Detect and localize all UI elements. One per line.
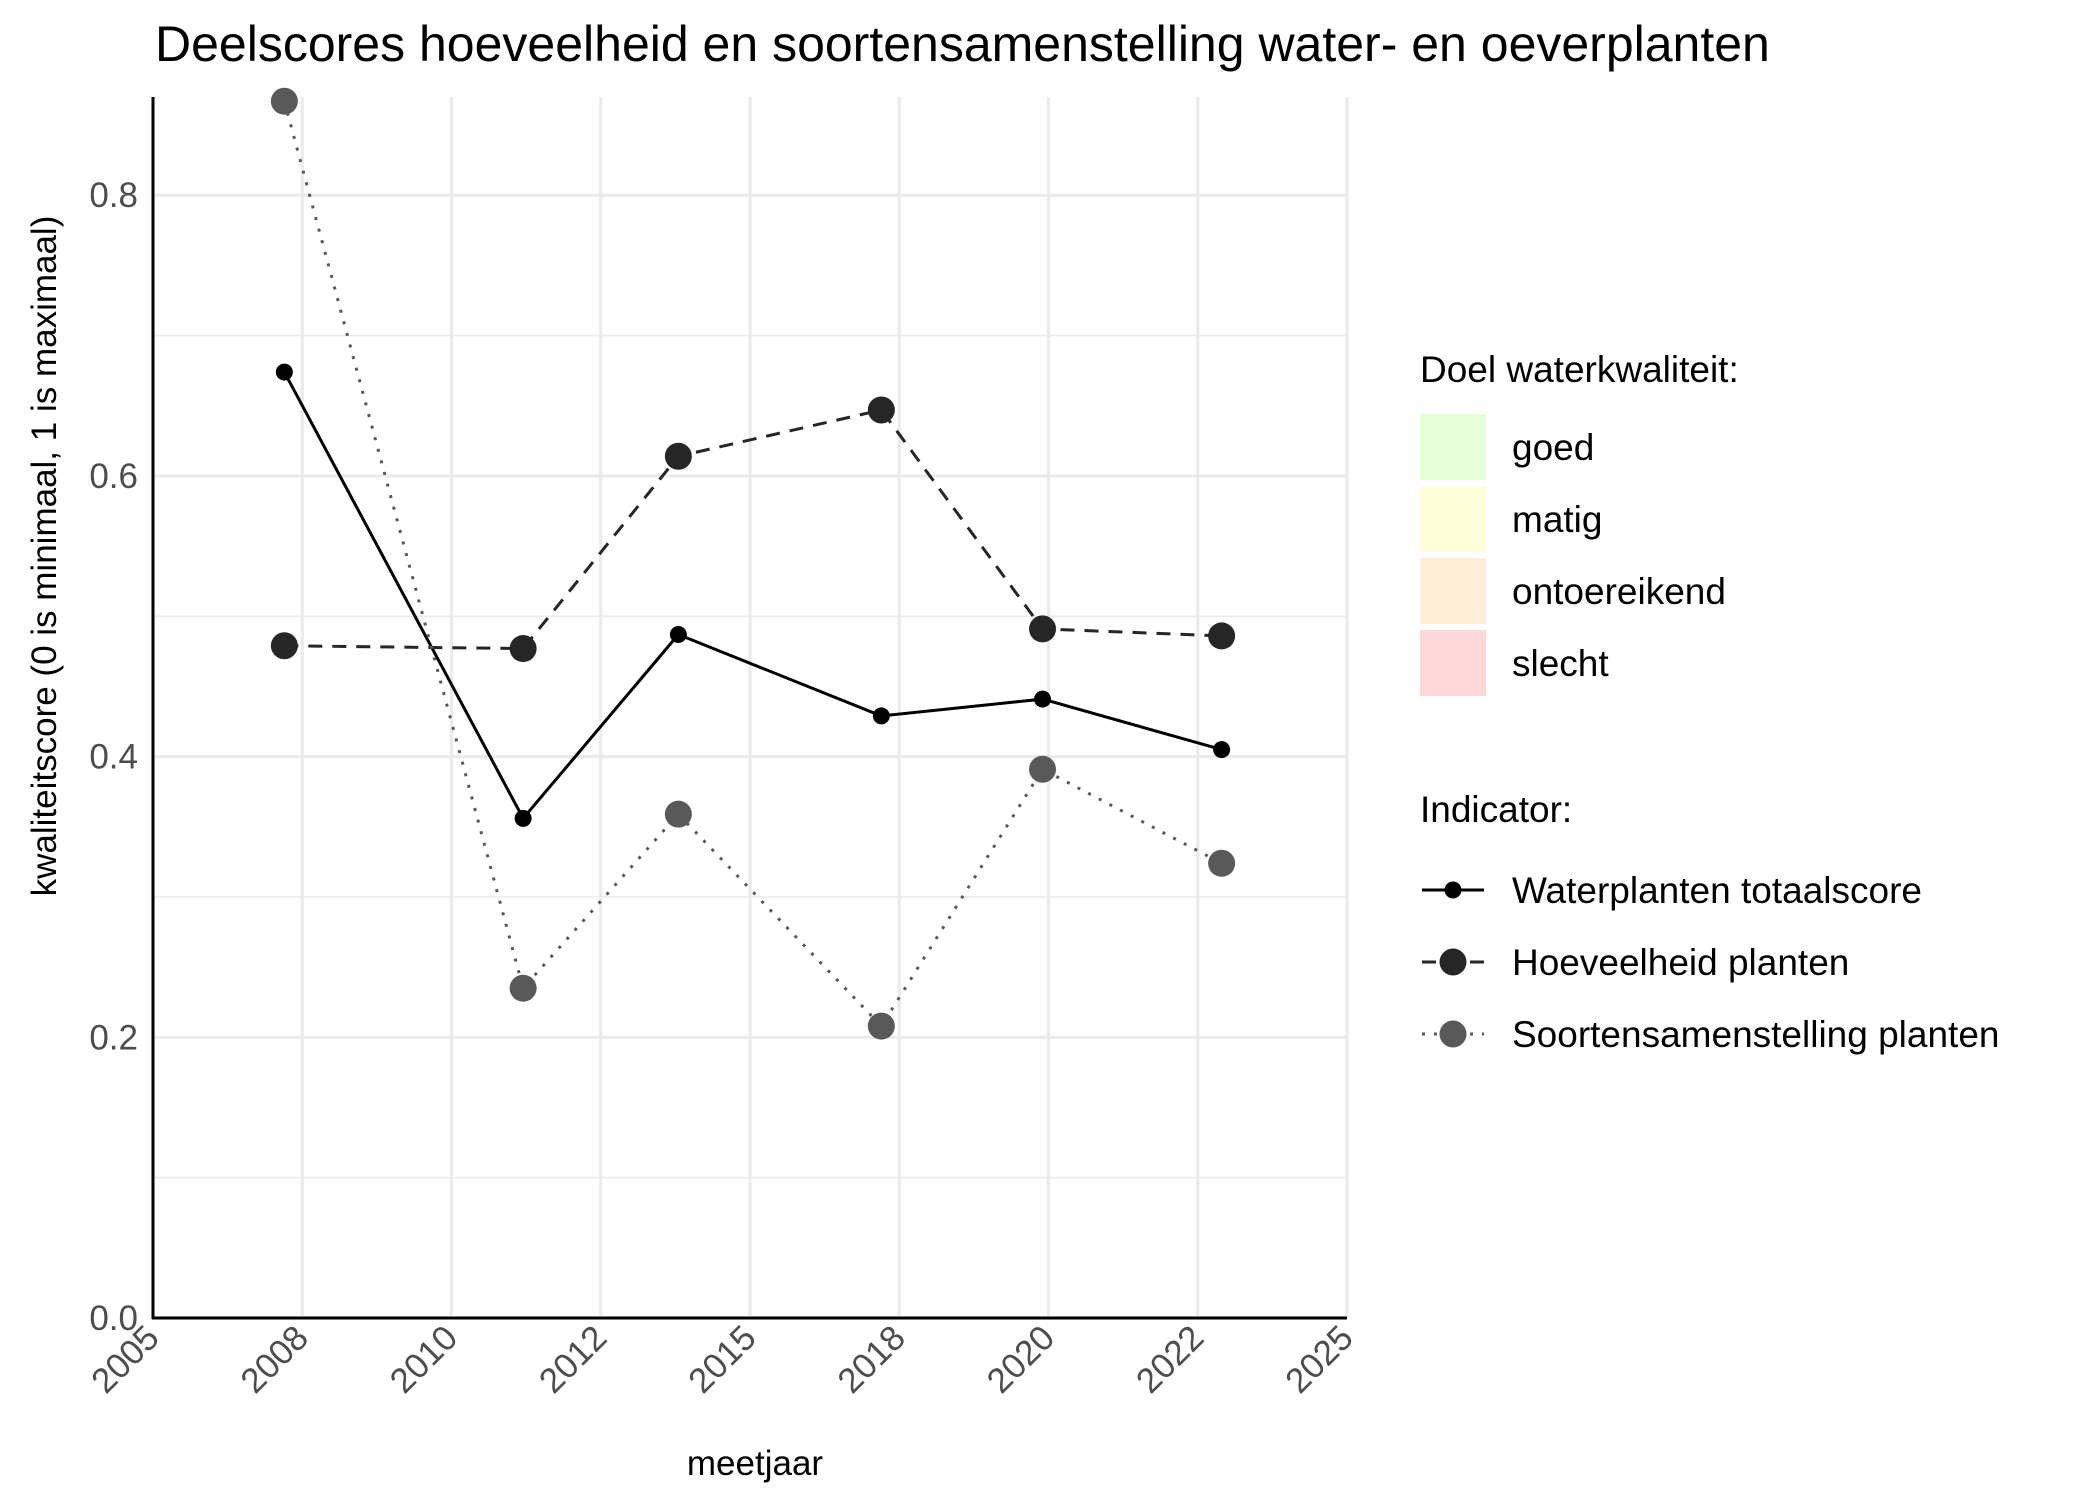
y-tick-label: 0.0 [89, 1299, 138, 1338]
series-line [283, 371, 1223, 822]
data-point [1029, 615, 1057, 643]
data-point [270, 87, 298, 115]
x-axis-ticks: 2005 2008 2010 2012 2015 2018 2020 2022 2025 [84, 1318, 1361, 1401]
x-tick-label: 2012 [532, 1318, 615, 1401]
legend-label: matig [1512, 499, 1602, 540]
legend-swatch [1420, 558, 1486, 624]
data-point [1208, 622, 1236, 650]
data-point [1213, 741, 1231, 759]
data-point [872, 707, 890, 725]
legend-label: slecht [1512, 643, 1609, 684]
legend-key-point [1439, 948, 1467, 976]
y-tick-label: 0.4 [89, 738, 138, 777]
series-line [284, 408, 1222, 651]
series-3 [270, 87, 1236, 1040]
legend-swatch [1420, 486, 1486, 552]
data-point [867, 396, 895, 424]
y-axis-title: kwaliteitscore (0 is minimaal, 1 is maxi… [25, 216, 64, 897]
legend-label: Soortensamenstelling planten [1512, 1014, 2000, 1055]
data-point [669, 626, 687, 644]
legend-swatch [1420, 630, 1486, 696]
x-axis-title: meetjaar [687, 1444, 824, 1483]
data-point [275, 363, 293, 381]
data-point [509, 635, 537, 663]
y-tick-label: 0.8 [89, 176, 138, 215]
data-point [509, 974, 537, 1002]
x-tick-label: 2015 [681, 1318, 764, 1401]
chart-title: Deelscores hoeveelheid en soortensamenst… [155, 16, 1770, 72]
series-2 [270, 396, 1236, 663]
plot-series [270, 87, 1236, 1040]
legend-key-point [1439, 1020, 1467, 1048]
data-point [514, 809, 532, 827]
data-point [664, 800, 692, 828]
legend-key-point [1444, 881, 1462, 899]
legend-indicator: Indicator: Waterplanten totaalscore Hoeve… [1420, 789, 2000, 1055]
legend-label: ontoereikend [1512, 571, 1726, 612]
x-tick-label: 2010 [383, 1318, 466, 1401]
x-tick-label: 2025 [1278, 1318, 1361, 1401]
x-tick-label: 2022 [1129, 1318, 1212, 1401]
data-point [1208, 849, 1236, 877]
x-tick-label: 2018 [830, 1318, 913, 1401]
legend-label: goed [1512, 427, 1594, 468]
legend-swatch [1420, 414, 1486, 480]
legend-label: Waterplanten totaalscore [1512, 870, 1922, 911]
x-tick-label: 2008 [233, 1318, 316, 1401]
y-tick-label: 0.6 [89, 457, 138, 496]
data-point [1034, 690, 1052, 708]
legend-label: Hoeveelheid planten [1512, 942, 1849, 983]
series-line [282, 100, 1223, 1029]
x-tick-label: 2020 [980, 1318, 1063, 1401]
data-point [270, 632, 298, 660]
legend-water-quality-title: Doel waterkwaliteit: [1420, 349, 1739, 390]
y-tick-label: 0.2 [89, 1018, 138, 1057]
data-point [664, 442, 692, 470]
grid [151, 97, 1349, 1320]
legend-indicator-title: Indicator: [1420, 789, 1572, 830]
data-point [1029, 755, 1057, 783]
axes [151, 97, 1347, 1320]
legend-water-quality: Doel waterkwaliteit: goed matig ontoereike… [1420, 349, 1739, 696]
y-axis-ticks: 0.0 0.2 0.4 0.6 0.8 [89, 176, 138, 1338]
data-point [867, 1012, 895, 1040]
series-1 [275, 363, 1231, 827]
